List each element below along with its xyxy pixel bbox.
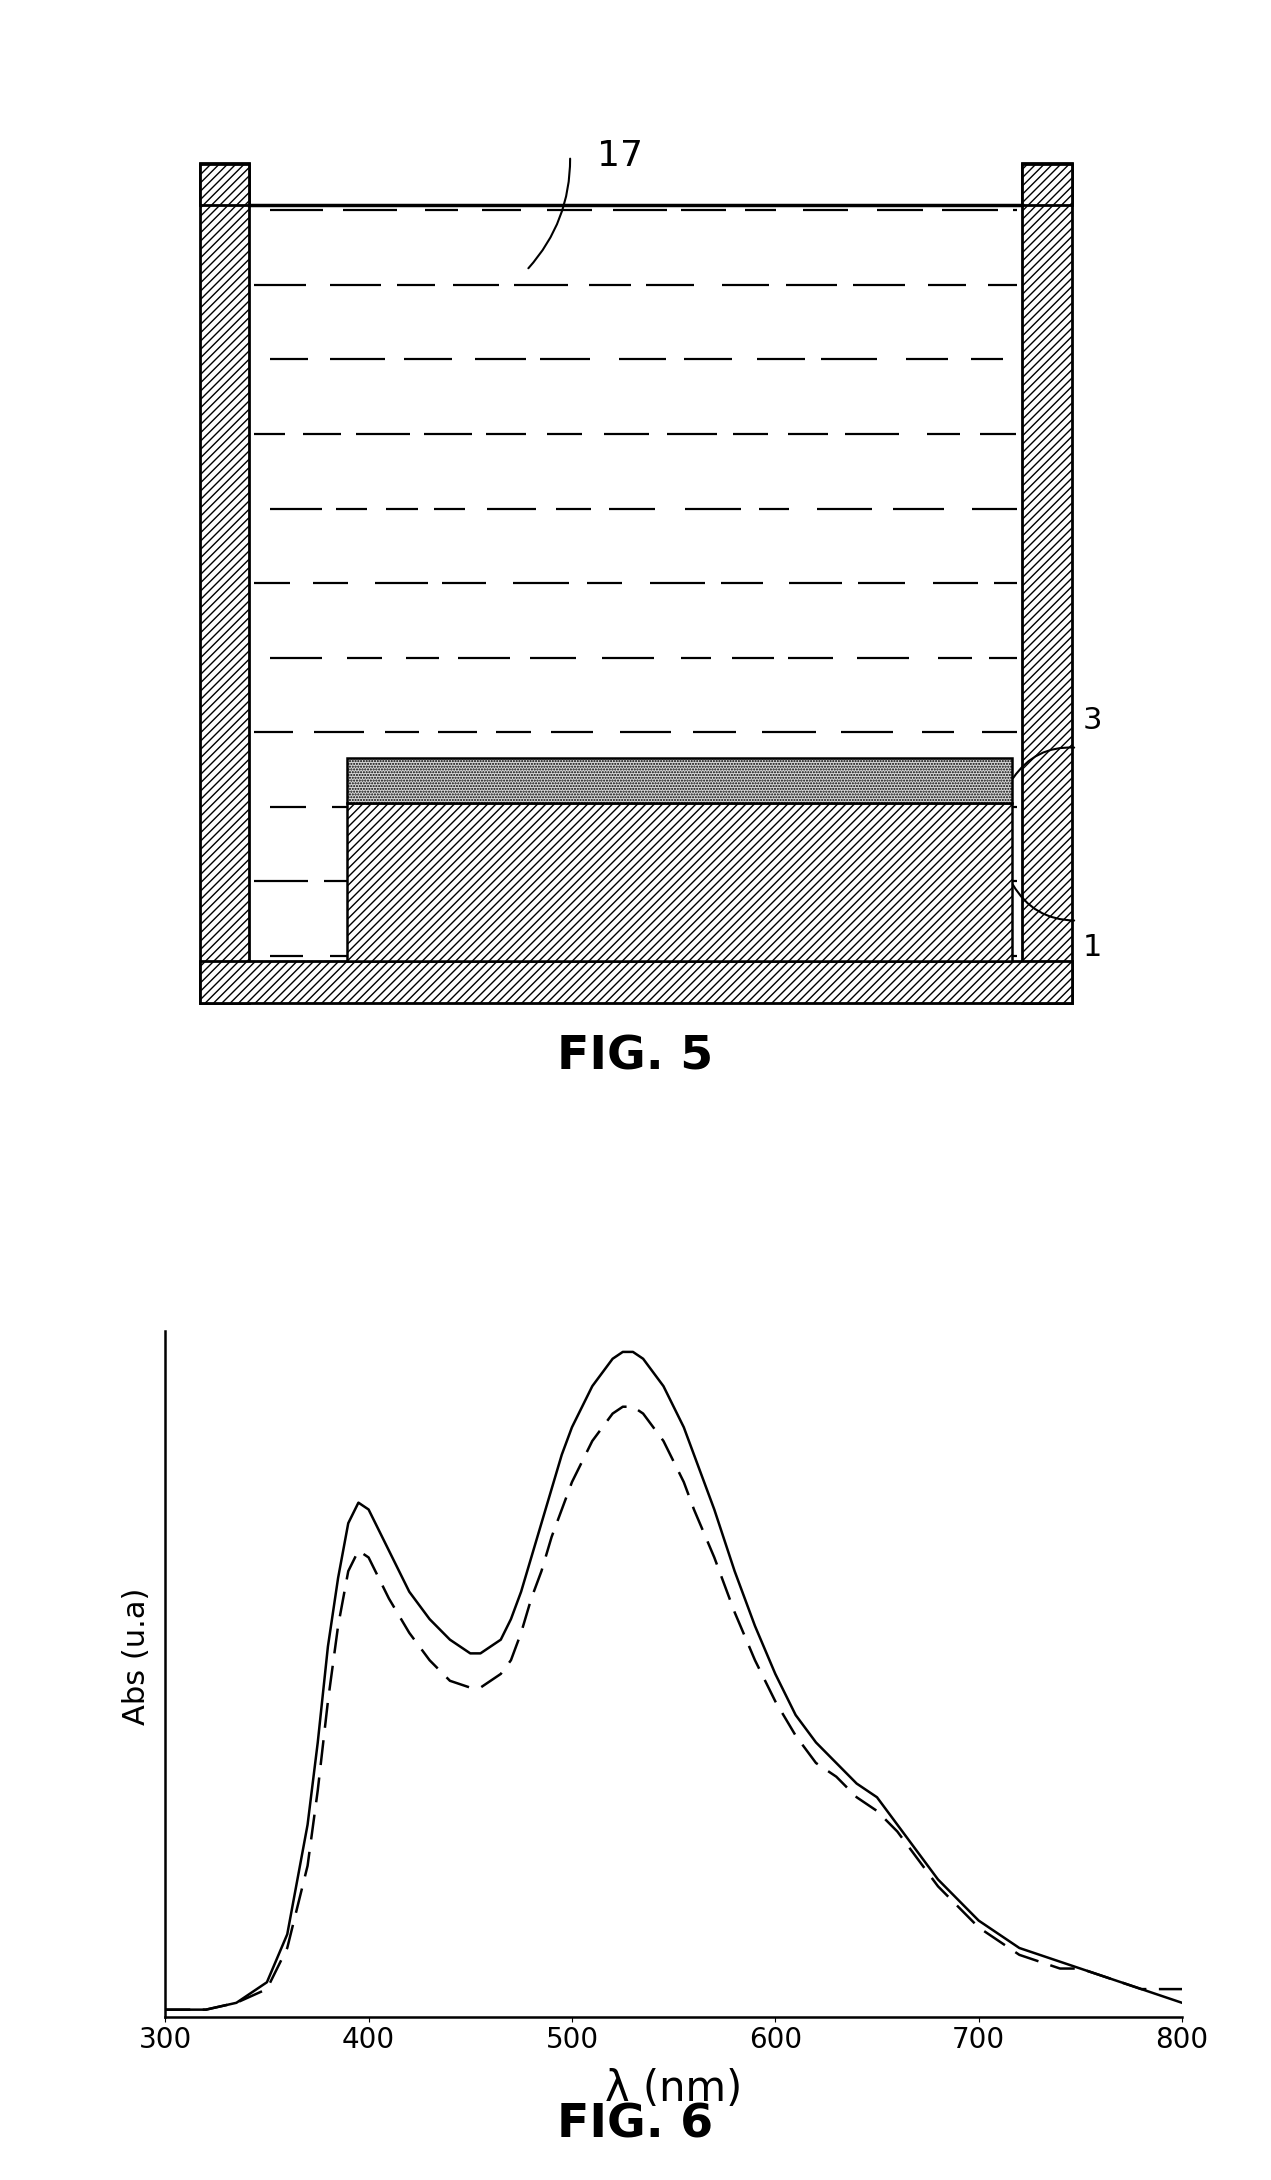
Bar	[200, 164, 249, 1003]
Text: FIG. 5: FIG. 5	[558, 1033, 713, 1079]
Text: 1: 1	[1083, 933, 1102, 961]
Y-axis label: Abs (u.a): Abs (u.a)	[122, 1587, 151, 1727]
Bar	[200, 961, 1071, 1003]
Text: 17: 17	[597, 140, 643, 172]
Bar	[200, 164, 249, 205]
Bar	[1022, 164, 1071, 205]
X-axis label: λ (nm): λ (nm)	[605, 2069, 742, 2110]
Bar	[1022, 164, 1071, 1003]
Text: FIG. 6: FIG. 6	[558, 2102, 713, 2147]
Bar	[347, 804, 1012, 961]
Text: 3: 3	[1083, 706, 1102, 735]
Bar	[347, 756, 1012, 802]
